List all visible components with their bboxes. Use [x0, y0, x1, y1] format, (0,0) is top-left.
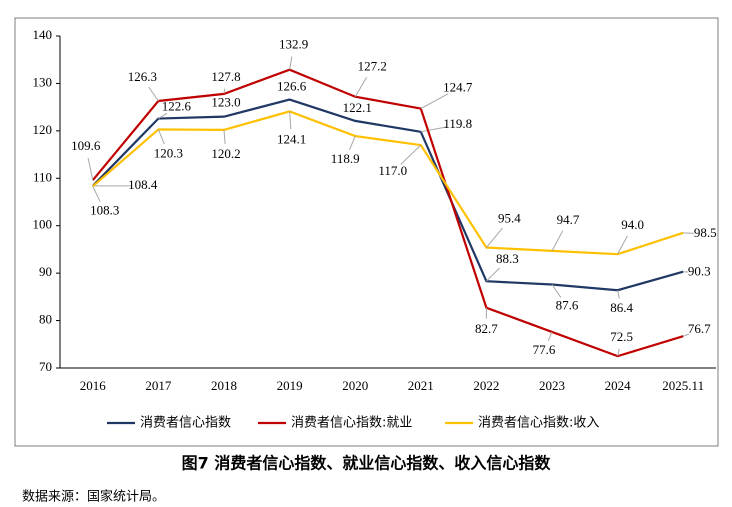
series-line — [92, 110, 684, 256]
leader-line — [354, 76, 368, 97]
leader-line — [617, 348, 620, 357]
y-tick-label: 130 — [33, 74, 53, 89]
data-label: 108.3 — [90, 202, 119, 217]
x-tick-label: 2018 — [211, 378, 237, 393]
data-label: 124.1 — [277, 131, 306, 146]
leader-line — [547, 331, 553, 342]
data-label: 124.7 — [443, 80, 473, 95]
leader-line — [148, 86, 159, 102]
data-label: 132.9 — [279, 37, 308, 52]
data-label: 122.1 — [343, 100, 372, 115]
chart-title: 图7 消费者信心指数、就业信心指数、收入信心指数 — [182, 454, 552, 473]
x-tick-label: 2022 — [473, 378, 499, 393]
source-note: 数据来源：国家统计局。 — [22, 489, 165, 505]
data-label: 88.3 — [496, 251, 519, 266]
x-tick-label: 2023 — [539, 378, 565, 393]
y-tick-label: 120 — [33, 122, 53, 137]
data-label: 119.8 — [443, 116, 472, 131]
leader-line — [551, 230, 564, 252]
y-tick-label: 70 — [39, 359, 52, 374]
data-label: 94.0 — [621, 217, 644, 232]
legend-label: 消费者信心指数:收入 — [478, 416, 599, 431]
leader-line — [348, 135, 356, 151]
leader-line — [617, 235, 628, 255]
leader-line — [223, 129, 226, 144]
leader-line — [420, 126, 448, 133]
data-label: 72.5 — [610, 329, 633, 344]
data-label: 127.2 — [358, 59, 387, 74]
data-label: 82.7 — [475, 321, 498, 336]
data-label: 120.3 — [154, 145, 183, 160]
leader-line — [87, 157, 94, 181]
leader-line — [486, 227, 503, 248]
y-tick-label: 140 — [33, 27, 53, 42]
leader-line — [158, 112, 168, 119]
leader-line — [486, 267, 500, 282]
data-label: 94.7 — [557, 212, 580, 227]
leader-line — [223, 88, 226, 94]
chart-frame — [14, 17, 719, 447]
data-label: 117.0 — [378, 163, 407, 178]
data-label: 77.6 — [533, 342, 556, 357]
x-tick-label: 2016 — [80, 378, 107, 393]
data-label: 126.3 — [128, 69, 157, 84]
y-tick-label: 100 — [33, 217, 53, 232]
leader-line — [683, 333, 690, 337]
x-tick-label: 2017 — [145, 378, 172, 393]
data-label: 108.4 — [128, 177, 158, 192]
data-label: 120.2 — [211, 146, 240, 161]
data-label: 86.4 — [610, 300, 633, 315]
x-tick-label: 2024 — [605, 378, 632, 393]
data-label: 109.6 — [71, 138, 101, 153]
data-label: 122.6 — [162, 99, 192, 114]
leader-line — [400, 144, 422, 165]
data-label: 90.3 — [688, 264, 711, 279]
series-line — [92, 98, 684, 292]
data-label: 98.5 — [694, 225, 717, 240]
x-tick-label: 2025.11 — [662, 378, 704, 393]
x-tick-label: 2020 — [342, 378, 368, 393]
data-label: 126.6 — [277, 79, 307, 94]
legend-label: 消费者信心指数:就业 — [291, 416, 412, 431]
data-label: 127.8 — [211, 69, 240, 84]
leader-line — [289, 56, 293, 70]
x-tick-label: 2019 — [277, 378, 303, 393]
data-label: 87.6 — [556, 298, 579, 313]
y-tick-label: 110 — [33, 169, 52, 184]
legend-label: 消费者信心指数 — [140, 416, 231, 431]
leader-line — [157, 129, 165, 145]
leader-line — [617, 290, 620, 299]
leader-line — [551, 284, 562, 298]
leader-line — [683, 232, 695, 234]
data-label: 95.4 — [498, 211, 521, 226]
data-label: 123.0 — [211, 95, 240, 110]
data-label: 76.7 — [688, 321, 711, 336]
leader-line — [92, 186, 101, 202]
x-tick-label: 2021 — [408, 378, 434, 393]
y-tick-label: 90 — [39, 264, 52, 279]
leader-line — [289, 111, 292, 130]
leader-line — [420, 93, 449, 110]
data-label: 118.9 — [331, 151, 360, 166]
y-tick-label: 80 — [39, 312, 52, 327]
series-line — [91, 68, 684, 358]
